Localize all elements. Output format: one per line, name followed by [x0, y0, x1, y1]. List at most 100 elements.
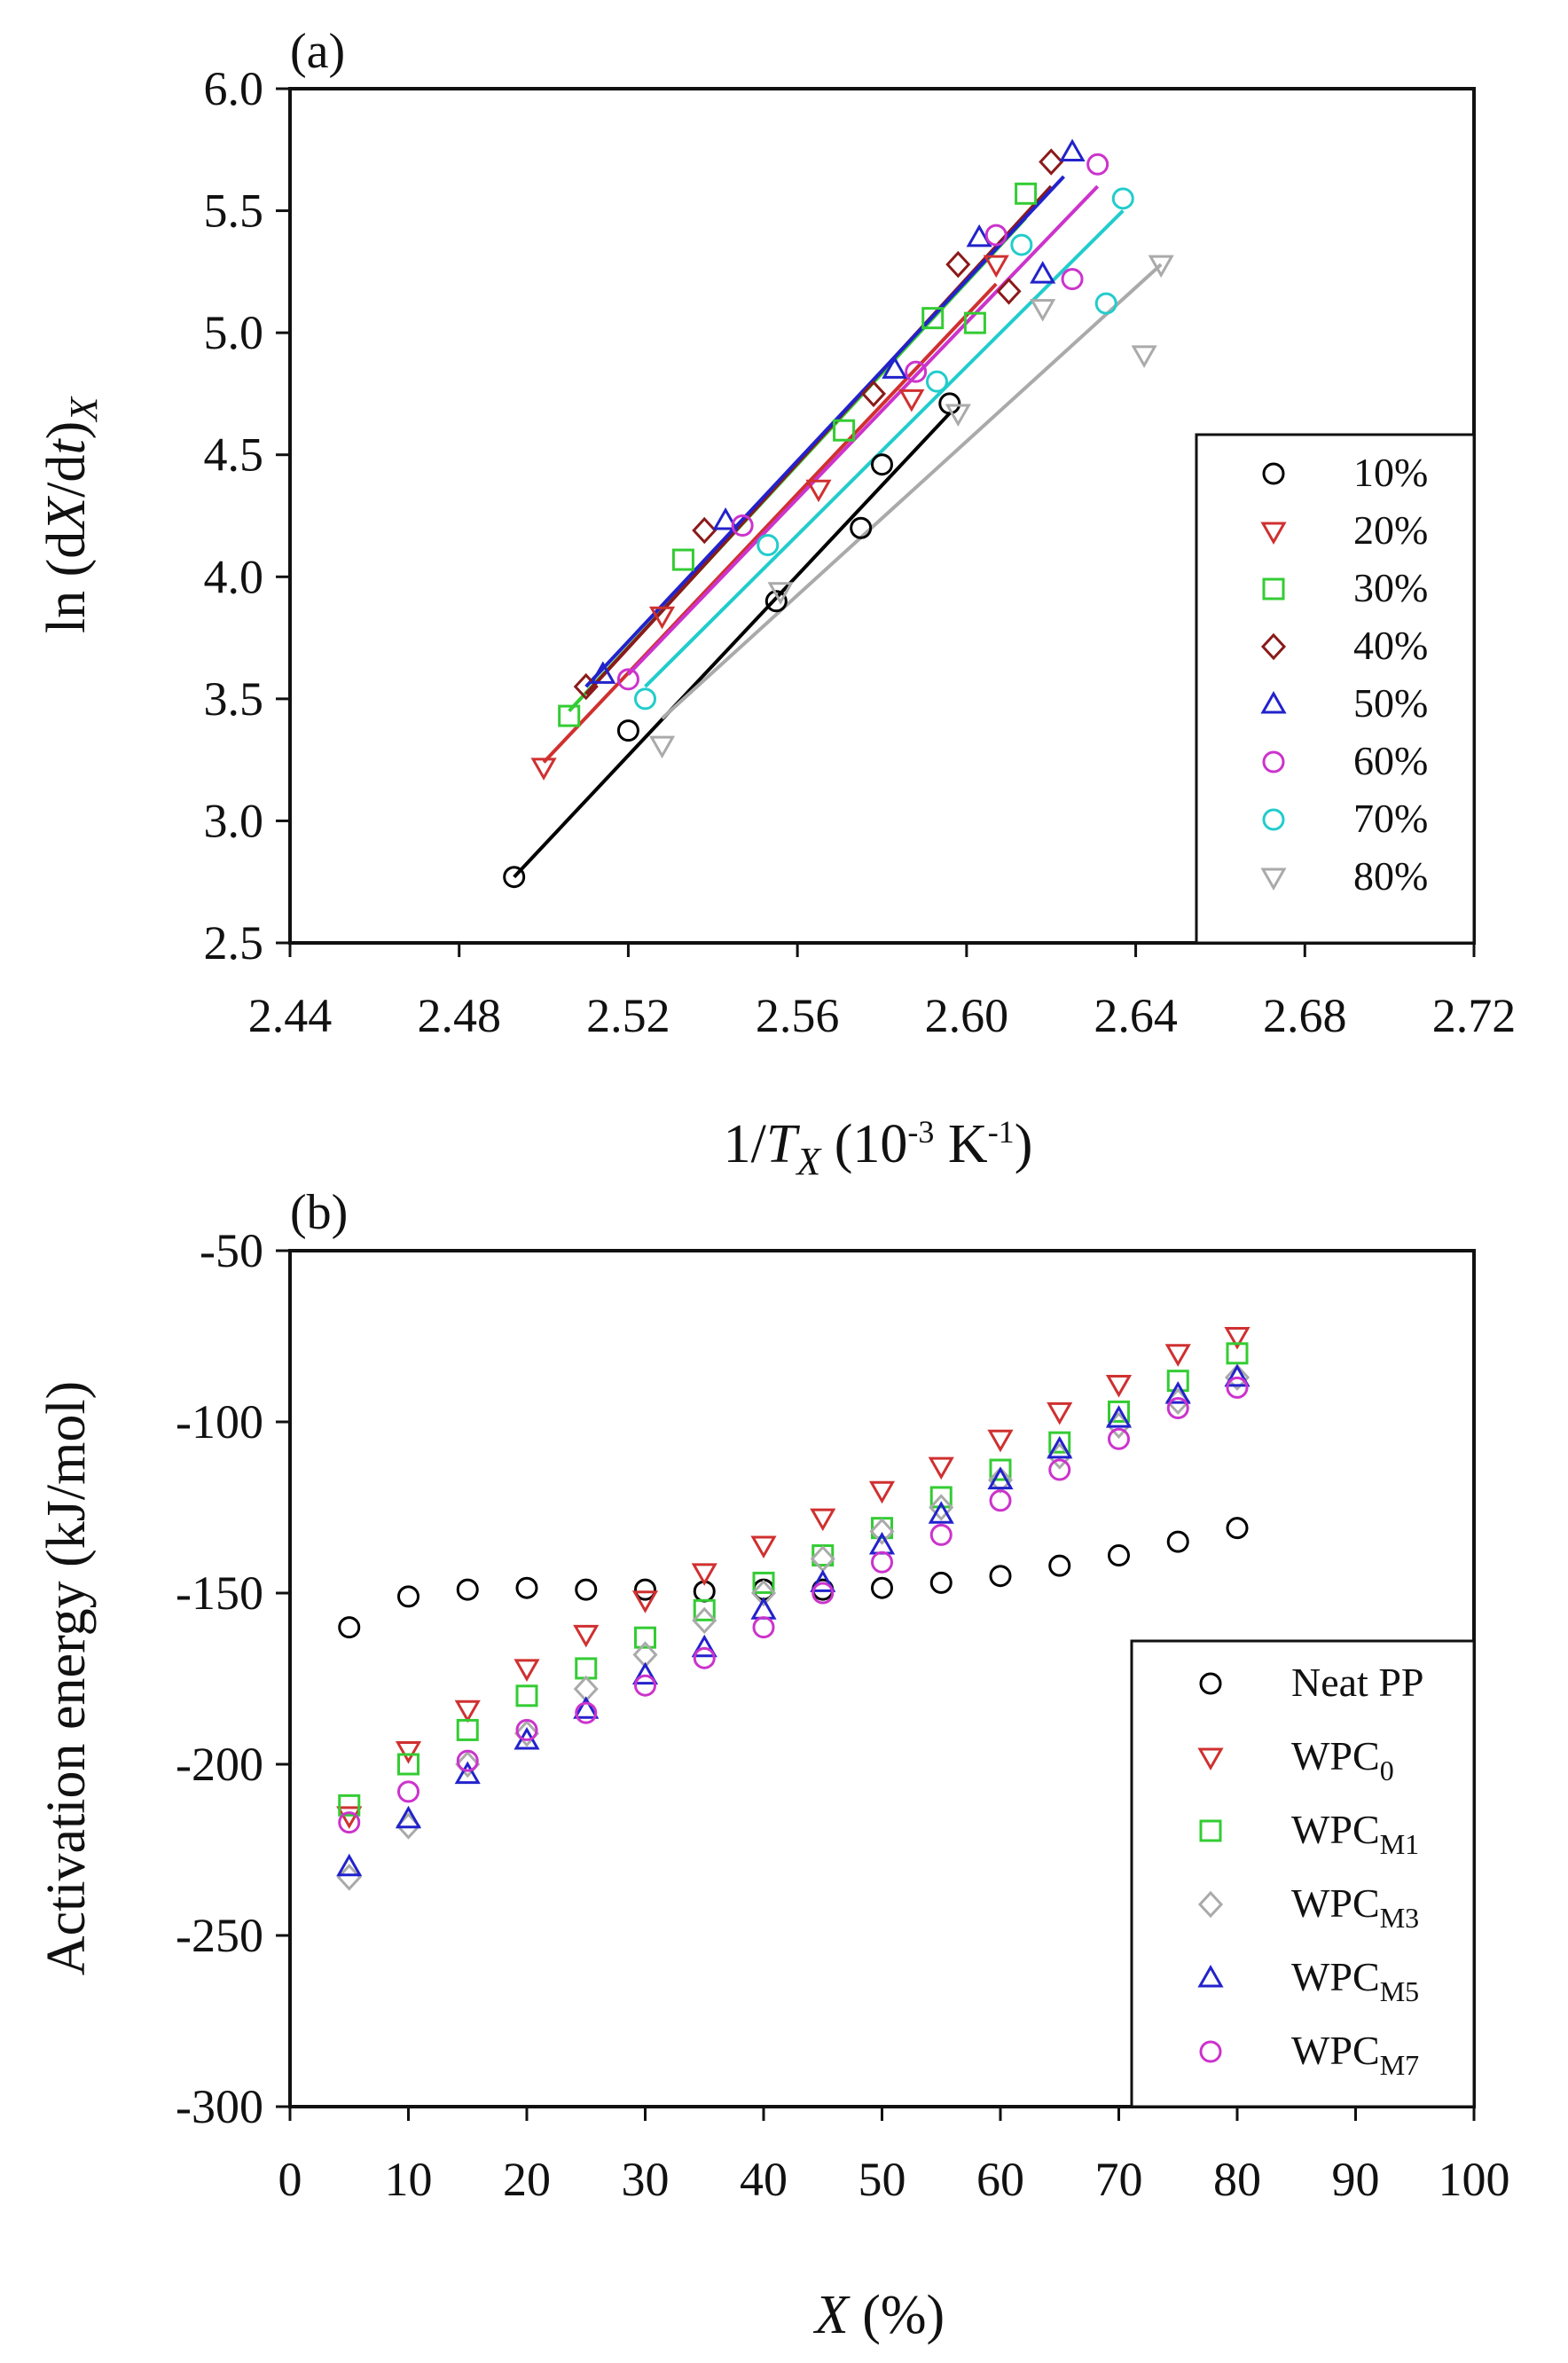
data-point-a-5	[905, 360, 928, 383]
panel-b: (b) 0 10 20 30 40 50 60 70 80 90 100 -300 -250 -200 -1…	[36, 1185, 1510, 2345]
data-point-a-7	[945, 404, 971, 427]
data-point-b-1	[395, 1741, 422, 1764]
data-point-b-1	[514, 1659, 540, 1682]
y-tick-label-a: 4.5	[204, 428, 264, 482]
data-point-b-3	[514, 1720, 540, 1747]
y-tick-label-b: -200	[176, 1738, 263, 1791]
data-point-a-2	[921, 307, 945, 330]
data-point-b-3	[750, 1579, 777, 1607]
data-point-b-4	[691, 1634, 717, 1658]
x-tick-label-a: 2.72	[1432, 989, 1517, 1042]
data-point-b-5	[515, 1718, 538, 1741]
data-point-b-5	[397, 1780, 419, 1803]
data-point-b-1	[573, 1624, 600, 1648]
data-point-b-5	[929, 1523, 953, 1546]
data-point-a-7	[1131, 345, 1157, 368]
y-axis-title-b: Activation energy (kJ/mol)	[36, 1381, 97, 1975]
data-point-b-5	[989, 1489, 1012, 1512]
data-point-a-0	[850, 516, 873, 539]
x-axis-title-b: X (%)	[812, 2285, 945, 2345]
data-point-b-4	[1105, 1405, 1133, 1428]
data-point-a-6	[1094, 292, 1117, 315]
y-tick-label-b: -100	[176, 1395, 263, 1448]
data-point-a-5	[616, 668, 639, 691]
x-tick-label-b: 50	[858, 2153, 906, 2206]
data-point-a-4	[882, 356, 908, 379]
data-point-b-1	[1164, 1344, 1191, 1367]
data-point-b-2	[752, 1571, 775, 1594]
data-points-a	[503, 138, 1174, 889]
data-point-b-5	[456, 1749, 479, 1772]
data-point-b-2	[575, 1657, 598, 1680]
data-point-b-0	[1048, 1554, 1071, 1577]
data-point-b-2	[929, 1486, 953, 1509]
data-point-b-3	[929, 1494, 954, 1521]
data-point-a-5	[1061, 268, 1084, 291]
data-point-b-5	[693, 1646, 716, 1669]
data-point-a-4	[712, 506, 739, 530]
data-point-b-0	[871, 1576, 893, 1599]
legend-label-a-7: 80%	[1353, 853, 1428, 899]
legend-marker-a-3	[1260, 632, 1287, 661]
y-tick-label-b: -250	[176, 1909, 263, 1962]
data-point-b-4	[573, 1696, 600, 1719]
x-tick-label-b: 0	[278, 2153, 302, 2206]
data-point-b-2	[1048, 1431, 1071, 1454]
data-point-a-0	[503, 866, 526, 889]
data-point-b-1	[691, 1563, 717, 1586]
data-point-b-0	[1166, 1530, 1189, 1553]
data-point-b-5	[1048, 1458, 1071, 1481]
fit-line-7	[661, 263, 1163, 720]
axis-ticks-b: 0 10 20 30 40 50 60 70 80 90 100 -300 -250 -200 -150 -1…	[176, 1224, 1509, 2206]
data-point-b-5	[811, 1582, 835, 1605]
data-point-a-1	[898, 389, 925, 412]
legend-label-a-4: 50%	[1353, 680, 1428, 726]
x-tick-label-b: 70	[1095, 2153, 1143, 2206]
data-point-b-5	[575, 1701, 598, 1724]
data-point-b-2	[456, 1718, 479, 1741]
legend-marker-a-6	[1262, 808, 1285, 831]
b-legend-label-1: WPC0	[1291, 1733, 1394, 1786]
legend-label-a-2: 30%	[1353, 565, 1428, 610]
data-point-b-3	[869, 1518, 895, 1545]
y-tick-label-a: 5.5	[204, 184, 264, 238]
y-tick-label-b: -50	[200, 1224, 263, 1277]
data-point-b-0	[989, 1565, 1012, 1588]
b-legend-label-2: WPCM1	[1291, 1807, 1419, 1860]
y-tick-label-a: 3.5	[204, 672, 264, 726]
x-tick-label-b: 30	[622, 2153, 670, 2206]
b-legend-label-4: WPCM5	[1291, 1954, 1419, 2007]
legend-marker-b-3	[1197, 1890, 1224, 1919]
data-point-b-5	[634, 1674, 656, 1697]
legend-marker-a-7	[1260, 867, 1287, 891]
data-point-b-5	[752, 1616, 775, 1639]
data-point-b-1	[336, 1806, 363, 1829]
data-point-a-4	[966, 224, 992, 247]
x-tick-label-a: 2.48	[417, 989, 501, 1042]
data-point-b-4	[1224, 1363, 1250, 1387]
legend-box-b	[1130, 1639, 1476, 2108]
data-point-a-2	[671, 548, 694, 571]
data-point-b-4	[750, 1597, 777, 1620]
data-point-b-4	[454, 1761, 481, 1785]
data-point-a-0	[616, 719, 639, 742]
x-tick-label-b: 40	[740, 2153, 788, 2206]
legend-marker-a-0	[1262, 462, 1285, 485]
x-tick-label-a: 2.64	[1094, 989, 1178, 1042]
data-point-b-1	[868, 1480, 896, 1504]
data-point-b-4	[1047, 1435, 1073, 1459]
data-point-b-1	[987, 1429, 1014, 1453]
legend-marker-a-5	[1262, 750, 1285, 773]
data-point-b-4	[1164, 1381, 1191, 1404]
data-point-b-2	[338, 1794, 361, 1817]
data-point-a-3	[996, 278, 1022, 305]
data-point-a-6	[757, 534, 780, 557]
legend-marker-b-1	[1197, 1747, 1224, 1771]
x-axis-title-a: 1/TX (10-3 K-1)	[724, 1114, 1033, 1183]
data-point-b-4	[336, 1853, 363, 1877]
data-point-b-5	[1226, 1376, 1249, 1399]
data-point-a-6	[1111, 187, 1134, 210]
legend-label-a-1: 20%	[1353, 507, 1428, 553]
data-point-a-1	[530, 758, 557, 781]
